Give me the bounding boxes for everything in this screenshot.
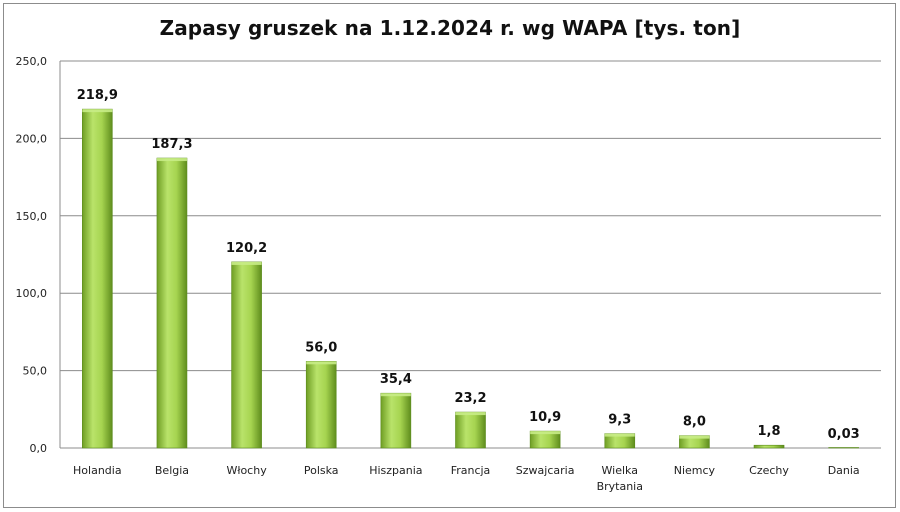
data-label: 10,9 <box>529 410 561 425</box>
category-label: Czechy <box>749 464 789 477</box>
y-axis-ticks: 0,0 50,0 100,0 150,0 200,0 250,0 <box>16 55 48 455</box>
y-tick-label: 200,0 <box>16 132 48 145</box>
y-tick-label: 50,0 <box>23 365 48 378</box>
bar <box>156 157 188 449</box>
data-label: 187,3 <box>151 137 192 152</box>
data-label: 8,0 <box>683 415 706 430</box>
bar <box>305 361 337 449</box>
gridlines <box>59 60 881 449</box>
category-label: Holandia <box>73 464 122 477</box>
data-label: 0,03 <box>828 427 860 442</box>
bar <box>82 108 113 449</box>
bar <box>380 392 412 449</box>
category-label: Belgia <box>155 464 189 477</box>
data-label: 56,0 <box>305 340 337 355</box>
data-label: 120,2 <box>226 241 267 256</box>
y-tick-label: 100,0 <box>16 287 48 300</box>
category-labels: Holandia Belgia Włochy Polska Hiszpania Franc… <box>73 464 860 493</box>
category-label: Hiszpania <box>369 464 422 477</box>
category-label: Dania <box>828 464 860 477</box>
bar-top-cap <box>82 109 113 113</box>
category-label: Szwajcaria <box>516 464 575 477</box>
category-label: Włochy <box>226 464 267 477</box>
data-label: 1,8 <box>758 424 781 439</box>
bar-top-cap <box>604 433 635 437</box>
data-label: 35,4 <box>380 372 412 387</box>
y-tick-label: 250,0 <box>16 55 48 68</box>
bars <box>82 108 859 449</box>
data-label: 23,2 <box>454 391 486 406</box>
category-label: Niemcy <box>674 464 716 477</box>
bar <box>753 444 785 449</box>
bar-top-cap <box>380 393 411 397</box>
data-labels: 218,9 187,3 120,2 56,0 35,4 23,2 10,9 9,3 8,0 1,8… <box>77 88 860 442</box>
bar-top-cap <box>455 412 486 416</box>
category-label: Polska <box>304 464 339 477</box>
bar-top-cap <box>306 361 337 365</box>
bar-top-cap <box>530 431 561 435</box>
data-label: 218,9 <box>77 88 118 103</box>
y-tick-label: 150,0 <box>16 210 48 223</box>
bar <box>231 261 262 449</box>
category-label: Francja <box>451 464 491 477</box>
bar-top-cap <box>679 435 710 439</box>
category-label: Brytania <box>597 480 643 493</box>
chart-title: Zapasy gruszek na 1.12.2024 r. wg WAPA [… <box>159 16 741 40</box>
bar <box>828 447 859 449</box>
bar-top-cap <box>156 158 187 162</box>
bar-top-cap <box>231 261 262 265</box>
category-label: Wielka <box>602 464 638 477</box>
bar <box>455 411 486 449</box>
y-tick-label: 0,0 <box>30 442 48 455</box>
chart-frame <box>3 3 896 508</box>
data-label: 9,3 <box>608 413 631 428</box>
